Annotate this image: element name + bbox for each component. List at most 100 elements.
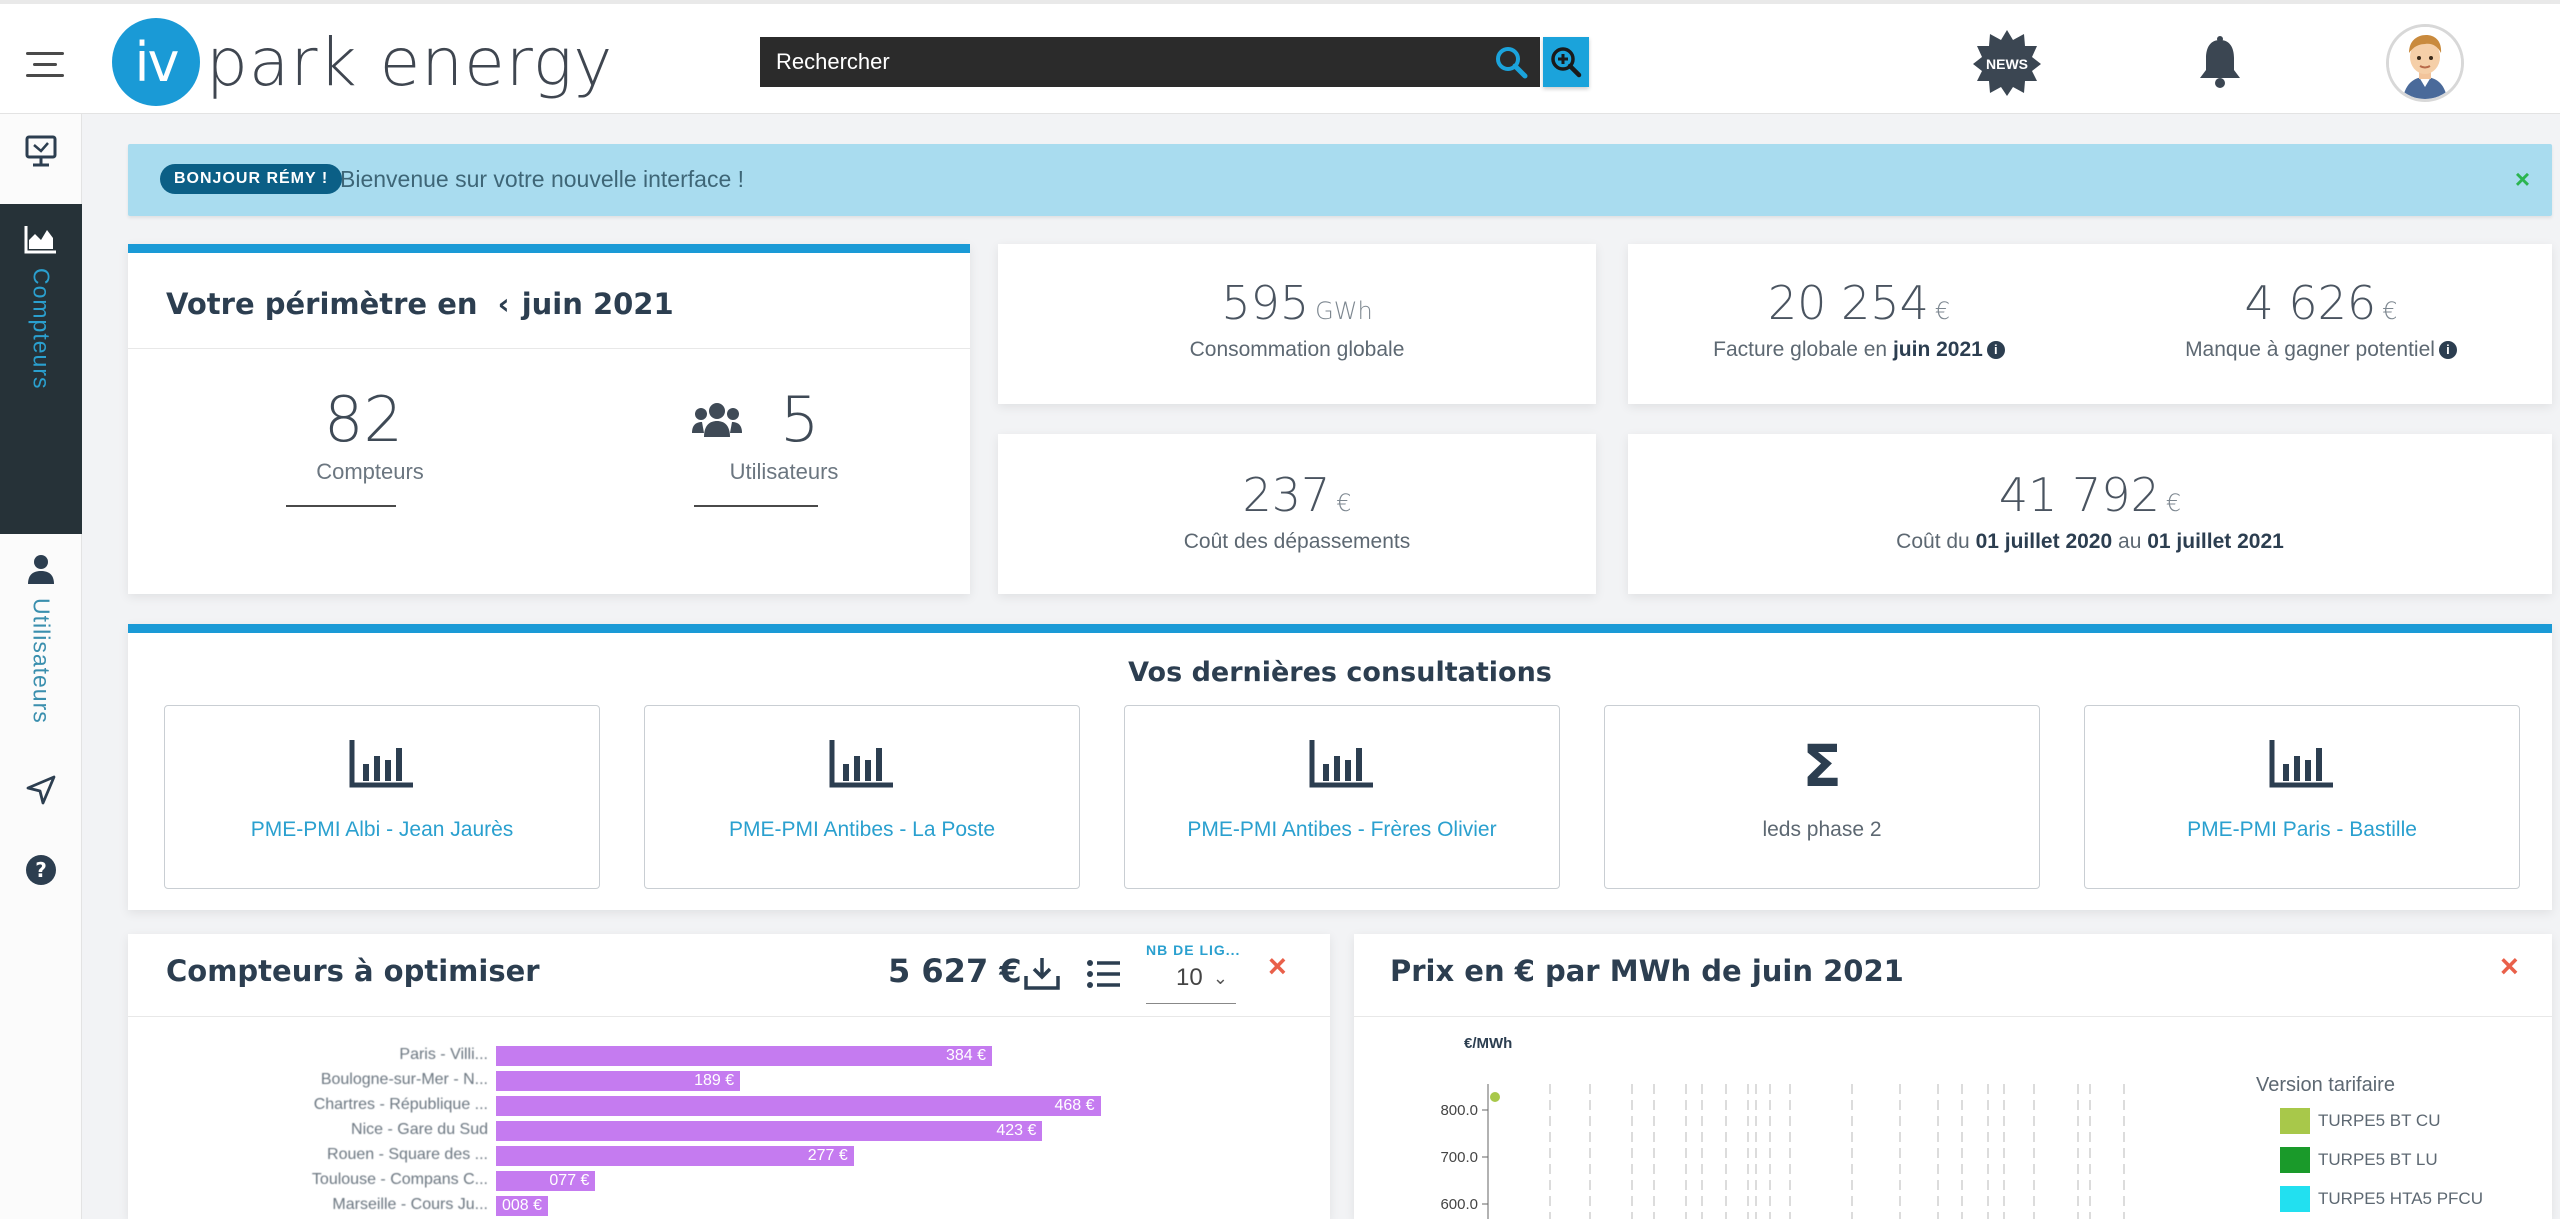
utilisateurs-underline [694,505,818,507]
optimiser-card: Compteurs à optimiser 5 627 € NB DE LIG.… [128,934,1330,1219]
sidebar: Compteurs Utilisateurs ? [0,114,82,1219]
sidebar-item-help[interactable]: ? [0,854,82,914]
price-card: Prix en € par MWh de juin 2021 × €/MWh 8… [1354,934,2552,1219]
kpi-cout-periode-value: 41 792 € [1628,468,2552,522]
kpi-manque-label-text: Manque à gagner potentiel [2185,338,2435,361]
help-icon: ? [26,855,56,885]
consultation-label: PME-PMI Antibes - La Poste [728,818,996,841]
list-icon[interactable] [1084,954,1124,994]
bar-row[interactable]: Chartres - République ... 468 € [128,1096,1328,1116]
consultations-title: Vos dernières consultations [1128,657,1552,688]
consultation-label: leds phase 2 [1762,818,1882,841]
y-tick-label: 600.0 [1440,1196,1478,1213]
bar[interactable]: 189 € [496,1071,741,1091]
kpi-facture-number: 20 254 [1767,276,1929,330]
bar[interactable]: 423 € [496,1121,1043,1141]
kpi-consommation-number: 595 [1221,276,1310,330]
avatar-illustration-icon [2389,27,2461,99]
bar-category-label: Paris - Villi... [399,1046,488,1063]
dashboard-icon [25,135,57,167]
bar[interactable]: 277 € [496,1146,854,1166]
bar-value-label: 008 € [501,1197,542,1214]
bar[interactable]: 077 € [496,1171,596,1191]
notification-bell-icon[interactable] [2196,36,2244,90]
legend-item[interactable]: TURPE5 BT LU [2280,1147,2438,1173]
kpi-manque-value: 4 626 € [2090,276,2552,330]
optimiser-total: 5 627 € [888,952,1022,990]
bar[interactable]: 384 € [496,1046,992,1066]
legend-item[interactable]: TURPE5 HTA5 PFCU [2280,1186,2483,1212]
price-close-button[interactable]: × [2500,948,2519,984]
kpi-depassements-value: 237 € [998,468,1596,522]
bar-row[interactable]: Rouen - Square des ... 277 € [128,1146,1328,1166]
bar[interactable]: 468 € [496,1096,1101,1116]
consultation-tile[interactable]: PME-PMI Antibes - La Poste [644,705,1080,889]
legend-label: TURPE5 HTA5 PFCU [2318,1189,2483,1208]
perimeter-month[interactable]: juin 2021 [521,287,674,321]
send-icon [26,775,56,805]
kpi-cout-periode-number: 41 792 [1998,468,2160,522]
legend-label: TURPE5 BT CU [2318,1111,2441,1130]
kpi-depassements-number: 237 [1242,468,1331,522]
info-icon[interactable]: i [1986,341,2005,360]
bar-category-label: Chartres - République ... [313,1096,488,1113]
price-data-point[interactable] [1490,1092,1500,1102]
kpi-depassements-label: Coût des dépassements [1183,530,1411,553]
sidebar-item-dashboard[interactable] [0,134,82,194]
legend-title: Version tarifaire [2256,1074,2395,1096]
bar-category-label: Rouen - Square des ... [327,1146,488,1163]
consultation-tile[interactable]: PME-PMI Albi - Jean Jaurès [164,705,600,889]
consultation-label: PME-PMI Antibes - Frères Olivier [1187,818,1497,841]
bar-row[interactable]: Nice - Gare du Sud 423 € [128,1121,1328,1141]
optimiser-close-button[interactable]: × [1268,948,1287,984]
welcome-banner: BONJOUR RÉMY ! Bienvenue sur votre nouve… [128,144,2552,216]
bar-row[interactable]: Marseille - Cours Ju... 008 € [128,1196,1328,1216]
logo[interactable]: iv park energy [112,18,613,106]
sidebar-item-compteurs[interactable]: Compteurs [0,204,82,534]
bar-row[interactable]: Boulogne-sur-Mer - N... 189 € [128,1071,1328,1091]
kpi-depassements-unit: € [1336,489,1352,517]
greeting-pill: BONJOUR RÉMY ! [160,164,343,194]
bar-chart-icon [2269,740,2333,788]
info-icon[interactable]: i [2438,341,2457,360]
download-icon[interactable] [1022,954,1062,994]
kpi-depassements-card: 237 € Coût des dépassements [998,434,1596,594]
legend-item[interactable]: TURPE5 BT CU [2280,1108,2441,1134]
news-badge-icon[interactable]: NEWS [1972,28,2042,98]
compteurs-label[interactable]: Compteurs [316,459,424,484]
kpi-facture-label-month: juin 2021 [1892,338,1983,361]
consultation-tile[interactable]: PME-PMI Paris - Bastille [2084,705,2520,889]
search-bar [760,37,1540,87]
chevron-left-icon[interactable]: ‹ [497,287,510,321]
bar-row[interactable]: Paris - Villi... 384 € [128,1046,1328,1066]
consultation-tile[interactable]: Σ leds phase 2 [1604,705,2040,889]
utilisateurs-label[interactable]: Utilisateurs [729,459,839,484]
banner-close-button[interactable]: × [2514,164,2530,194]
kpi-facture-value: 20 254 € [1628,276,2090,330]
kpi-manque-label: Manque à gagner potentiel i [2090,338,2552,362]
user-avatar[interactable] [2386,24,2464,102]
top-header: iv park energy NEWS [0,0,2560,114]
sidebar-item-utilisateurs[interactable]: Utilisateurs [0,554,82,754]
recent-consultations-card: Vos dernières consultations PME-PMI Albi… [128,624,2552,910]
rows-count-select[interactable]: 10 ⌄ [1146,964,1236,1004]
sidebar-item-label: Utilisateurs [28,598,55,724]
legend-label: TURPE5 BT LU [2318,1150,2438,1169]
advanced-search-button[interactable] [1543,37,1589,87]
optimiser-title: Compteurs à optimiser [166,954,540,988]
consultation-tile[interactable]: PME-PMI Antibes - Frères Olivier [1124,705,1560,889]
menu-toggle-icon[interactable] [26,48,66,82]
search-icon[interactable] [1494,45,1528,79]
bar[interactable]: 008 € [496,1196,548,1216]
sidebar-item-send[interactable] [0,774,82,834]
kpi-cout-periode-unit: € [2165,489,2182,517]
zoom-in-icon [1551,47,1582,78]
users-group-icon [692,403,742,437]
y-tick-label: 700.0 [1440,1149,1478,1166]
kpi-consommation-card: 595 GWh Consommation globale [998,244,1596,404]
bar-row[interactable]: Toulouse - Compans C... 077 € [128,1171,1328,1191]
search-input[interactable] [760,37,1460,87]
logo-mark: iv [112,18,200,106]
sidebar-item-label: Compteurs [28,268,55,390]
legend-swatch [2280,1147,2310,1173]
